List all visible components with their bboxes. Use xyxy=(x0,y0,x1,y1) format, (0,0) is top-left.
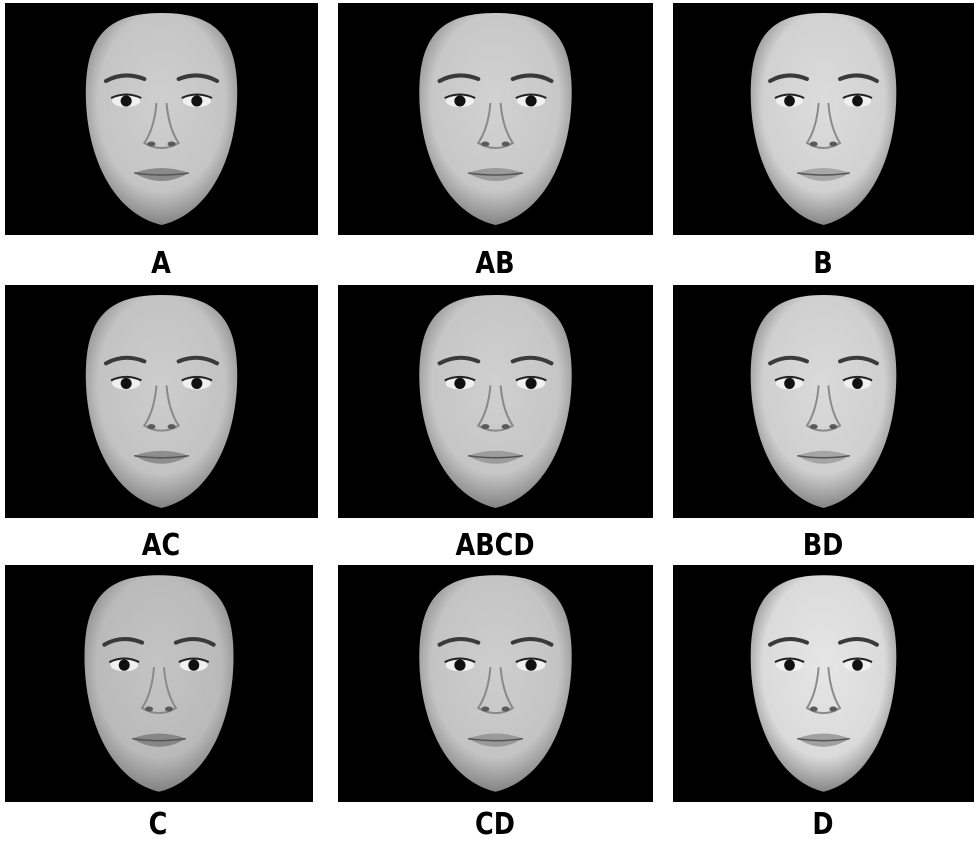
face-panel-a xyxy=(5,3,318,235)
face-panel-ac xyxy=(5,285,318,518)
panel-label-a: A xyxy=(151,246,171,281)
face-panel-abcd xyxy=(338,285,653,518)
panel-label-ab: AB xyxy=(475,246,515,281)
panel-label-abcd: ABCD xyxy=(455,528,535,563)
face-panel-cd xyxy=(338,565,653,802)
panel-label-cd: CD xyxy=(475,807,515,842)
panel-label-c: C xyxy=(148,807,168,842)
panel-label-b: B xyxy=(813,246,833,281)
face-panel-bd xyxy=(673,285,974,518)
face-panel-ab xyxy=(338,3,653,235)
panel-label-bd: BD xyxy=(802,528,844,563)
panel-label-ac: AC xyxy=(141,528,181,563)
face-panel-c xyxy=(5,565,313,802)
panel-label-d: D xyxy=(812,807,834,842)
face-panel-d xyxy=(673,565,974,802)
face-panel-b xyxy=(673,3,974,235)
